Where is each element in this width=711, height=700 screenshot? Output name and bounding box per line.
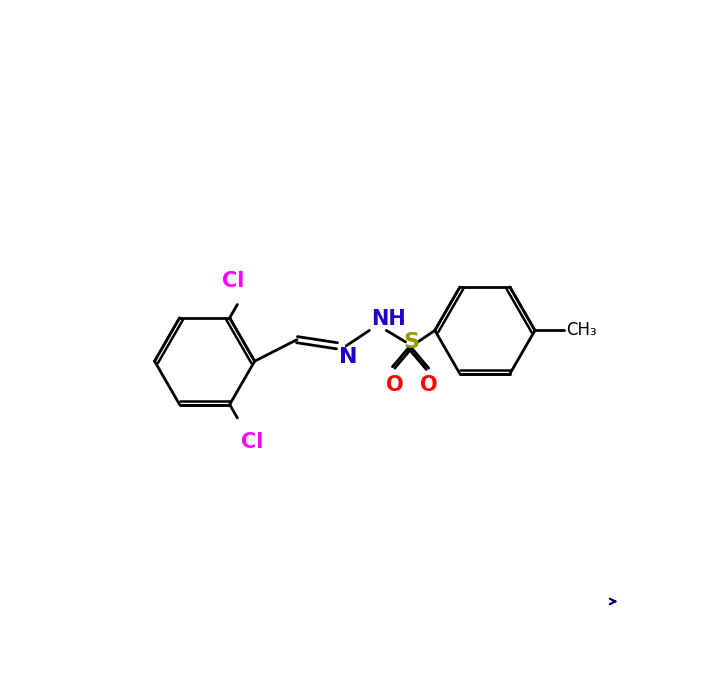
Text: O: O bbox=[420, 375, 437, 395]
Text: Cl: Cl bbox=[241, 432, 264, 452]
Text: Cl: Cl bbox=[223, 271, 245, 290]
Text: NH: NH bbox=[371, 309, 406, 329]
Text: CH₃: CH₃ bbox=[566, 321, 597, 340]
Text: O: O bbox=[386, 375, 404, 395]
Text: N: N bbox=[338, 347, 357, 368]
Text: S: S bbox=[404, 332, 419, 352]
